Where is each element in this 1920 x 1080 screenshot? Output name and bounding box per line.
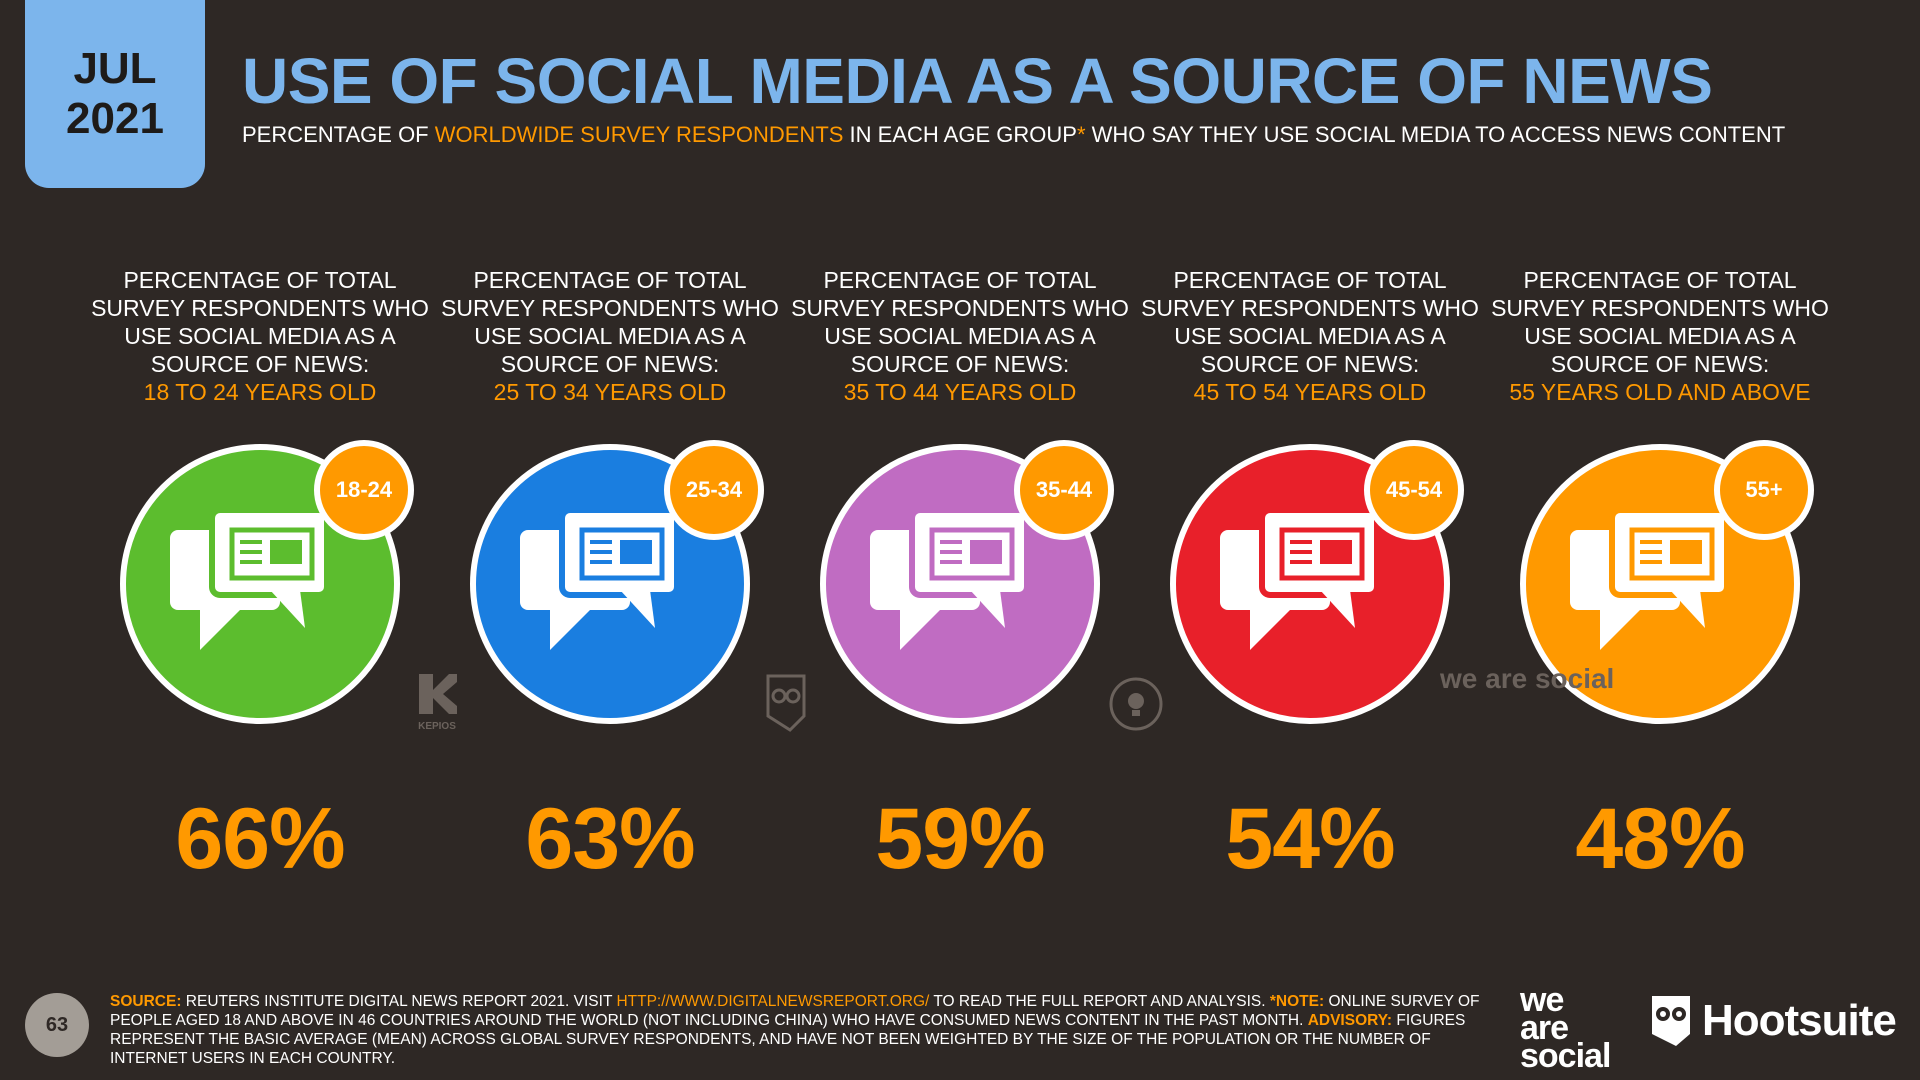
owl-icon (766, 674, 806, 732)
hootsuite-logo: Hootsuite (1650, 994, 1897, 1048)
we-are-social-logo: we are social (1520, 981, 1611, 1075)
date-badge: JUL 2021 (25, 0, 205, 188)
column-age-label: 45 TO 54 YEARS OLD (1193, 379, 1427, 405)
hootsuite-wordmark: Hootsuite (1702, 996, 1897, 1045)
column-desc-text: PERCENTAGE OF TOTAL SURVEY RESPONDENTS W… (91, 267, 429, 377)
date-month: JUL (73, 44, 157, 93)
age-group-column: PERCENTAGE OF TOTAL SURVEY RESPONDENTS W… (90, 266, 430, 889)
column-desc-text: PERCENTAGE OF TOTAL SURVEY RESPONDENTS W… (791, 267, 1129, 377)
we-are-social-watermark: we are social (1440, 663, 1615, 694)
hootsuite-watermark (764, 672, 808, 737)
subtitle-highlight: WORLDWIDE SURVEY RESPONDENTS (434, 122, 844, 147)
source-text: REUTERS INSTITUTE DIGITAL NEWS REPORT 20… (181, 993, 617, 1010)
lightbulb-watermark (1108, 676, 1164, 737)
after-link-text: TO READ THE FULL REPORT AND ANALYSIS. (929, 993, 1270, 1010)
lightbulb-icon (1109, 677, 1163, 731)
news-chat-icon (520, 510, 680, 650)
source-link[interactable]: HTTP://WWW.DIGITALNEWSREPORT.ORG/ (616, 993, 930, 1010)
column-description: PERCENTAGE OF TOTAL SURVEY RESPONDENTS W… (790, 266, 1130, 406)
subtitle-star: * (1076, 122, 1086, 147)
icon-circle: 25-34 (470, 440, 764, 724)
news-chat-icon (1220, 510, 1380, 650)
column-description: PERCENTAGE OF TOTAL SURVEY RESPONDENTS W… (90, 266, 430, 406)
subtitle-mid: IN EACH AGE GROUP (843, 122, 1077, 147)
footer-source: SOURCE: REUTERS INSTITUTE DIGITAL NEWS R… (110, 992, 1500, 1068)
age-badge: 55+ (1714, 440, 1814, 540)
logo-we: we (1520, 981, 1564, 1019)
kepios-watermark: KEPIOS (412, 672, 462, 732)
column-description: PERCENTAGE OF TOTAL SURVEY RESPONDENTS W… (1490, 266, 1830, 406)
percentage-value: 54% (1225, 791, 1395, 887)
subtitle-post: WHO SAY THEY USE SOCIAL MEDIA TO ACCESS … (1085, 122, 1786, 147)
news-chat-icon (170, 510, 330, 650)
column-age-label: 35 TO 44 YEARS OLD (843, 379, 1077, 405)
age-badge: 45-54 (1364, 440, 1464, 540)
kepios-label: KEPIOS (418, 721, 456, 732)
age-group-column: PERCENTAGE OF TOTAL SURVEY RESPONDENTS W… (790, 266, 1130, 889)
age-badge: 25-34 (664, 440, 764, 540)
logo-social: social (1520, 1037, 1611, 1075)
icon-circle: 18-24 (120, 440, 414, 724)
percentage-value: 66% (175, 791, 345, 887)
subtitle-pre: PERCENTAGE OF (242, 122, 435, 147)
news-chat-icon (1570, 510, 1730, 650)
column-desc-text: PERCENTAGE OF TOTAL SURVEY RESPONDENTS W… (441, 267, 779, 377)
percentage-value: 48% (1575, 791, 1745, 887)
page-title: USE OF SOCIAL MEDIA AS A SOURCE OF NEWS (242, 45, 1713, 117)
advisory-text: FIGURES REPRESENT THE BASIC AVERAGE (MEA… (110, 1012, 1466, 1067)
page-number: 63 (25, 993, 89, 1057)
column-desc-text: PERCENTAGE OF TOTAL SURVEY RESPONDENTS W… (1141, 267, 1479, 377)
column-description: PERCENTAGE OF TOTAL SURVEY RESPONDENTS W… (440, 266, 780, 406)
column-description: PERCENTAGE OF TOTAL SURVEY RESPONDENTS W… (1140, 266, 1480, 406)
age-group-column: PERCENTAGE OF TOTAL SURVEY RESPONDENTS W… (440, 266, 780, 889)
icon-circle: 55+ (1520, 440, 1814, 724)
icon-circle: 35-44 (820, 440, 1114, 724)
percentage-value: 59% (875, 791, 1045, 887)
age-badge: 35-44 (1014, 440, 1114, 540)
column-age-label: 18 TO 24 YEARS OLD (143, 379, 377, 405)
age-group-column: PERCENTAGE OF TOTAL SURVEY RESPONDENTS W… (1490, 266, 1830, 889)
page-subtitle: PERCENTAGE OF WORLDWIDE SURVEY RESPONDEN… (242, 122, 1785, 148)
age-group-column: PERCENTAGE OF TOTAL SURVEY RESPONDENTS W… (1140, 266, 1480, 889)
age-badge: 18-24 (314, 440, 414, 540)
note-text: ONLINE SURVEY OF PEOPLE AGED 18 AND ABOV… (110, 993, 1480, 1029)
date-year: 2021 (66, 94, 164, 143)
column-desc-text: PERCENTAGE OF TOTAL SURVEY RESPONDENTS W… (1491, 267, 1829, 377)
news-chat-icon (870, 510, 1030, 650)
logo-are: are (1520, 1009, 1569, 1047)
hootsuite-owl-icon (1652, 996, 1690, 1046)
advisory-label: ADVISORY: (1307, 1012, 1393, 1029)
percentage-value: 63% (525, 791, 695, 887)
note-label: *NOTE: (1269, 993, 1325, 1010)
column-age-label: 55 YEARS OLD AND ABOVE (1509, 379, 1811, 405)
kepios-icon (419, 674, 457, 714)
column-age-label: 25 TO 34 YEARS OLD (493, 379, 727, 405)
source-label: SOURCE: (110, 993, 182, 1010)
icon-circle: 45-54 (1170, 440, 1464, 724)
